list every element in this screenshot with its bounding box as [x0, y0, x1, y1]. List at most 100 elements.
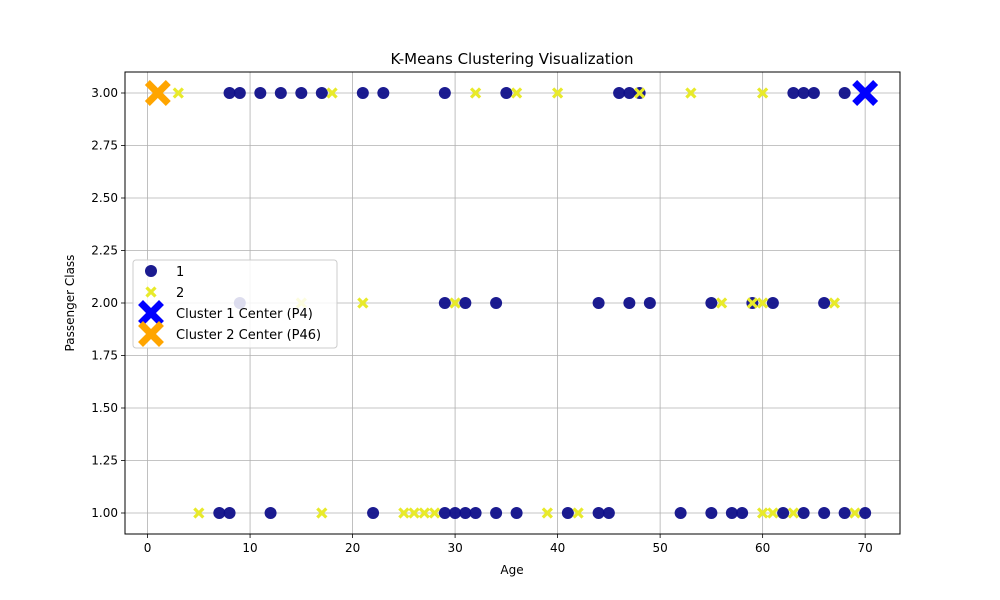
cluster-2-point [193, 507, 205, 519]
cluster-1-point [797, 87, 810, 99]
cluster-2-point [357, 297, 369, 309]
cluster-1-point [459, 297, 472, 309]
cluster-center-marker [852, 80, 879, 106]
x-tick-label: 70 [858, 541, 873, 555]
cluster-2-point [510, 87, 523, 99]
cluster-1-point [818, 297, 831, 309]
cluster-1-point [592, 297, 605, 309]
cluster-1-point [602, 507, 615, 519]
x-axis-label: Age [500, 563, 523, 577]
cluster-2-point [633, 87, 646, 99]
cluster-2-point [469, 87, 482, 99]
cluster-1-point [725, 507, 738, 519]
cluster-1-point [613, 87, 626, 99]
legend-swatch [145, 265, 157, 277]
axis-ticks: 0 10 20 30 40 50 60 70 1.00 1.25 1.50 1.75 2.00 2.25 2… [91, 86, 873, 555]
x-tick-label: 0 [144, 541, 152, 555]
cluster-center-marker [144, 80, 171, 106]
y-tick-label: 2.25 [91, 244, 118, 258]
x-tick-label: 60 [755, 541, 770, 555]
legend-label: 1 [176, 265, 184, 280]
legend-swatch [138, 300, 164, 326]
cluster-1-point [377, 87, 390, 99]
data-points [144, 80, 879, 519]
cluster-1-point [510, 507, 523, 519]
cluster-2-point [316, 507, 328, 519]
cluster-1-point [500, 87, 513, 99]
cluster-1-point [777, 507, 790, 519]
cluster-1-point [438, 87, 451, 99]
cluster-1-point [643, 297, 656, 309]
cluster-1-point [787, 87, 800, 99]
cluster-1-point [818, 507, 831, 519]
cluster-2-point [541, 507, 553, 519]
x-tick-label: 50 [652, 541, 667, 555]
y-tick-label: 2.50 [91, 191, 118, 205]
cluster-1-point [736, 507, 749, 519]
x-tick-label: 20 [345, 541, 360, 555]
cluster-2-point [685, 87, 697, 99]
cluster-2-point [828, 297, 841, 309]
y-tick-label: 1.00 [91, 506, 118, 520]
cluster-1-point [766, 297, 779, 309]
legend: 1 2 Cluster 1 Center (P4) Cluster 2 Center … [132, 259, 338, 349]
cluster-1-point [859, 507, 872, 519]
cluster-1-point [797, 507, 810, 519]
cluster-1-point [838, 87, 851, 99]
cluster-2-point [767, 507, 779, 519]
y-tick-label: 1.50 [91, 401, 118, 415]
cluster-2-point [449, 297, 461, 309]
cluster-1-point [367, 507, 380, 519]
cluster-1-point [838, 507, 851, 519]
y-tick-label: 1.25 [91, 454, 118, 468]
cluster-1-point [623, 297, 636, 309]
cluster-1-point [449, 507, 462, 519]
chart-title: K-Means Clustering Visualization [390, 50, 633, 68]
cluster-2-point [398, 507, 410, 519]
cluster-1-point [674, 507, 687, 519]
cluster-1-point [807, 87, 820, 99]
legend-label: Cluster 1 Center (P4) [176, 307, 313, 322]
cluster-1-point [264, 507, 277, 519]
cluster-1-point [459, 507, 472, 519]
cluster-1-point [254, 87, 267, 99]
cluster-2-point [572, 507, 584, 519]
legend-swatch [138, 321, 164, 347]
cluster-1-point [490, 297, 503, 309]
cluster-1-point [223, 507, 236, 519]
cluster-1-point [561, 507, 574, 519]
cluster-1-point [213, 507, 226, 519]
cluster-1-point [705, 297, 718, 309]
y-tick-label: 2.75 [91, 139, 118, 153]
legend-label: 2 [176, 286, 184, 301]
cluster-1-point [592, 507, 605, 519]
cluster-2-point [408, 507, 420, 519]
legend-swatch [145, 286, 157, 298]
cluster-1-point [315, 87, 328, 99]
y-tick-label: 1.75 [91, 349, 118, 363]
x-tick-label: 10 [242, 541, 257, 555]
cluster-1-point [356, 87, 369, 99]
cluster-1-point [438, 507, 451, 519]
cluster-2-point [551, 87, 564, 99]
cluster-2-point [787, 507, 800, 519]
y-tick-label: 3.00 [91, 86, 118, 100]
cluster-2-point [428, 507, 441, 519]
cluster-1-point [623, 87, 636, 99]
cluster-2-point [326, 87, 338, 99]
cluster-2-point [757, 297, 769, 309]
cluster-1-point [274, 87, 287, 99]
x-tick-label: 30 [447, 541, 462, 555]
x-tick-label: 40 [550, 541, 565, 555]
cluster-1-point [233, 87, 246, 99]
cluster-1-point [295, 87, 308, 99]
legend-label: Cluster 2 Center (P46) [176, 328, 321, 343]
cluster-2-point [715, 297, 728, 309]
plot-frame [124, 71, 901, 535]
cluster-2-point [172, 87, 184, 99]
y-tick-label: 2.00 [91, 296, 118, 310]
cluster-1-point [438, 297, 451, 309]
cluster-1-point [469, 507, 482, 519]
cluster-2-point [849, 507, 861, 519]
